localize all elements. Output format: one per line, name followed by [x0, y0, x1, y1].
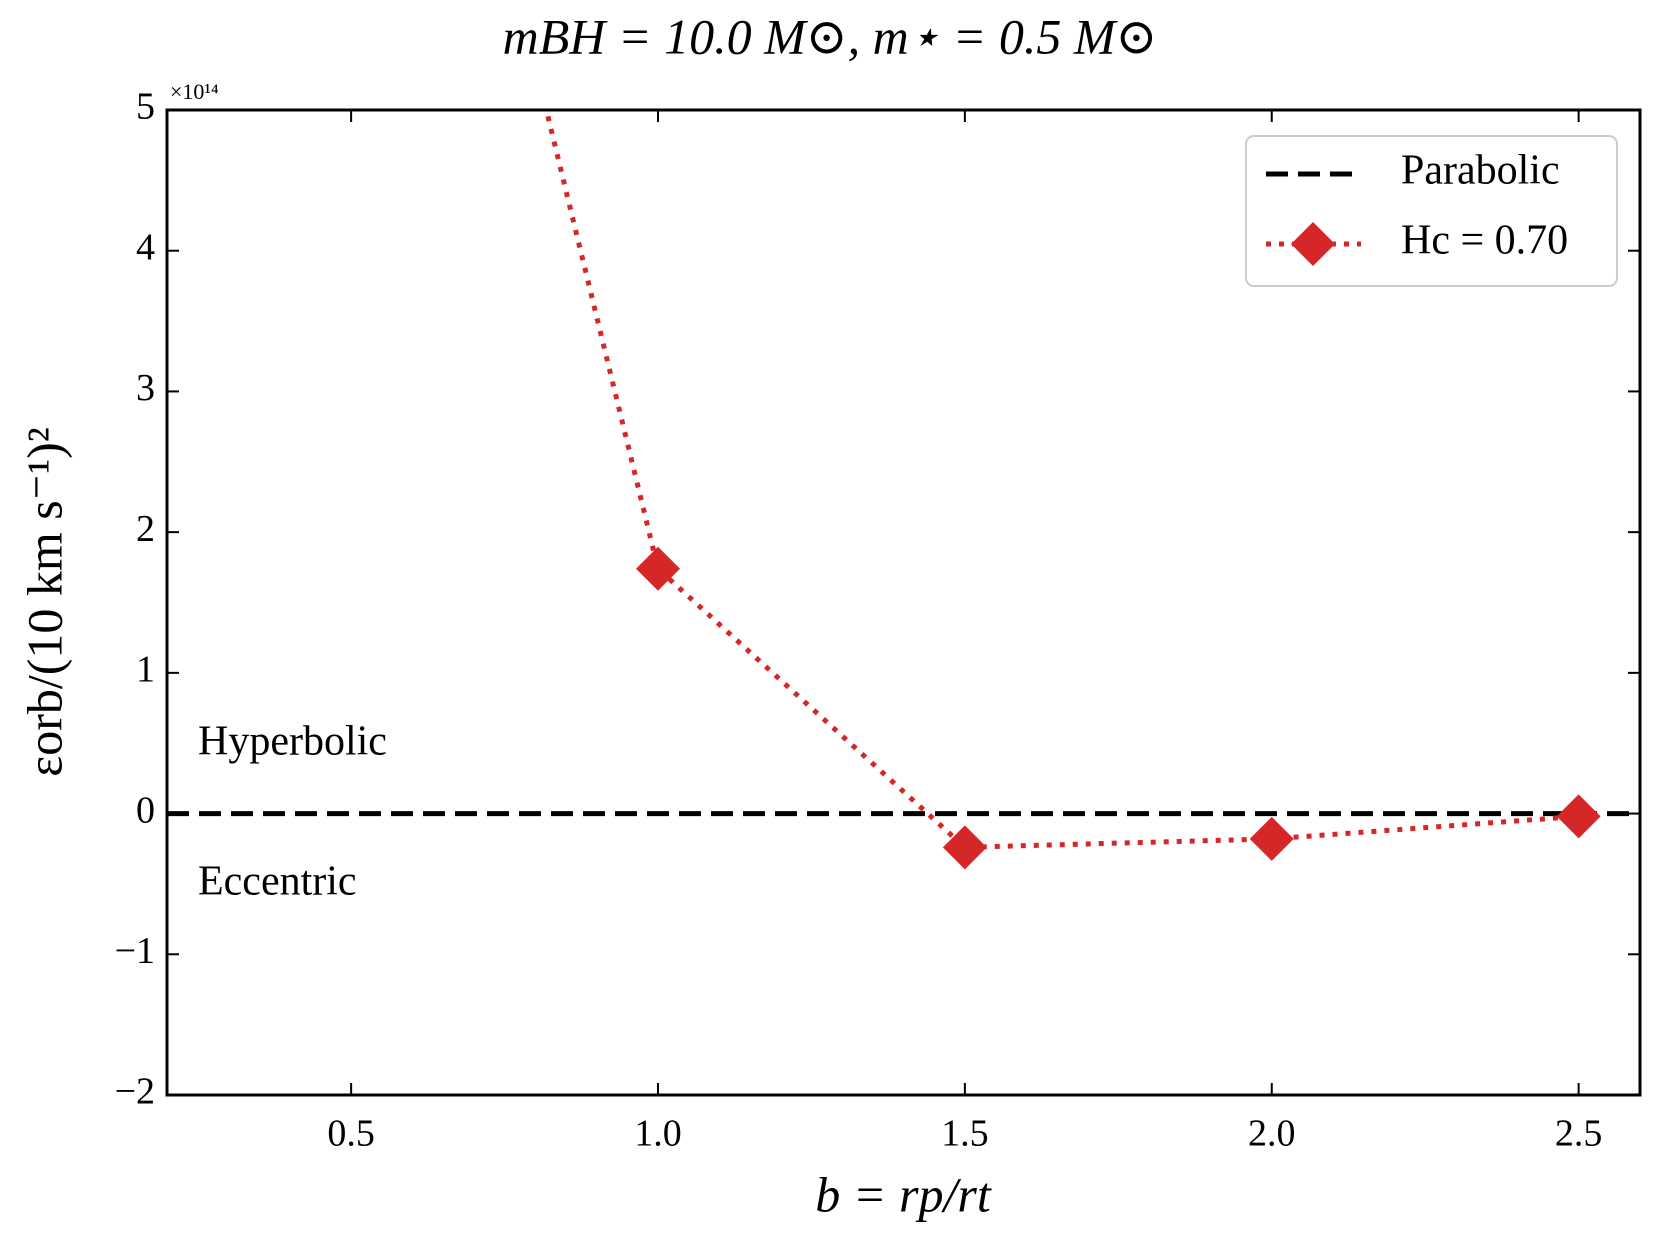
- legend-swatch: [1291, 222, 1335, 266]
- y-offset-label: ×10¹⁴: [170, 79, 219, 104]
- y-tick-label: −2: [115, 1071, 155, 1113]
- x-tick-label: 2.0: [1248, 1113, 1296, 1155]
- y-tick-label: 5: [136, 86, 155, 128]
- annotation: Eccentric: [198, 859, 357, 905]
- x-tick-label: 1.5: [941, 1113, 989, 1155]
- y-tick-label: 3: [136, 367, 155, 409]
- data-marker: [1556, 794, 1601, 839]
- x-tick-label: 1.0: [634, 1113, 682, 1155]
- x-tick-label: 0.5: [327, 1113, 375, 1155]
- chart-title: mBH = 10.0 M⊙, m⋆ = 0.5 M⊙: [503, 8, 1158, 64]
- data-line: [543, 110, 1579, 850]
- y-tick-label: −1: [115, 930, 155, 972]
- y-axis-label: εorb/(10 km s⁻¹)²: [16, 427, 72, 777]
- data-marker: [636, 546, 680, 591]
- x-axis-label: b = rp/rt: [815, 1166, 992, 1222]
- y-tick-label: 0: [136, 789, 155, 831]
- y-tick-label: 4: [136, 226, 155, 268]
- data-marker: [942, 825, 987, 870]
- data-marker: [1249, 816, 1294, 861]
- legend-label: Parabolic: [1401, 148, 1560, 194]
- x-tick-label: 2.5: [1555, 1113, 1603, 1155]
- annotation: Hyperbolic: [198, 719, 387, 765]
- legend-label: Hc = 0.70: [1401, 218, 1568, 264]
- y-tick-label: 1: [136, 649, 155, 691]
- axes-frame: [165, 108, 1642, 1097]
- y-tick-label: 2: [136, 508, 155, 550]
- plot-area: [167, 110, 1640, 870]
